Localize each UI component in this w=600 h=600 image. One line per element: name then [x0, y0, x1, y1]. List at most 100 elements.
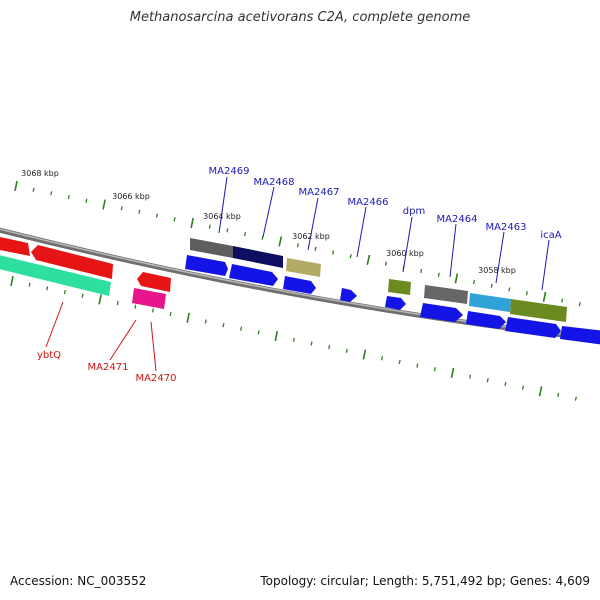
- genome-summary-text: Topology: circular; Length: 5,751,492 bp…: [260, 574, 590, 588]
- minor-tick: [67, 194, 70, 200]
- gene-arrow[interactable]: [466, 311, 506, 329]
- minor-tick: [46, 286, 49, 291]
- minor-tick: [240, 326, 243, 331]
- minor-tick: [81, 293, 84, 298]
- minor-tick: [222, 323, 225, 328]
- gene-label[interactable]: ybtQ: [37, 350, 61, 361]
- gene-arrow[interactable]: [31, 245, 113, 279]
- minor-tick: [243, 231, 247, 237]
- minor-tick: [416, 363, 419, 368]
- accession-text: Accession: NC_003552: [10, 574, 147, 588]
- minor-tick: [314, 246, 317, 251]
- scale-label: 3062 kbp: [292, 232, 330, 241]
- minor-tick: [296, 243, 299, 248]
- minor-tick: [345, 348, 348, 353]
- major-tick: [538, 386, 543, 397]
- major-tick: [278, 236, 283, 247]
- gene-label[interactable]: MA2466: [348, 197, 389, 208]
- major-tick: [362, 349, 367, 360]
- scale-label: 3058 kbp: [478, 266, 516, 275]
- minor-tick: [292, 337, 295, 342]
- gene-arrow[interactable]: [505, 317, 561, 338]
- minor-tick: [508, 287, 511, 292]
- gene-labels-top: MA2469 MA2468 MA2467 MA2466 dpm MA2464 M…: [209, 166, 562, 241]
- minor-tick: [398, 359, 401, 364]
- gene-arrow[interactable]: [420, 303, 463, 322]
- scale-label: 3068 kbp: [21, 169, 59, 178]
- scale-label: 3064 kbp: [203, 212, 241, 221]
- minor-tick: [85, 198, 88, 203]
- gene-bar[interactable]: [424, 285, 468, 304]
- minor-tick: [472, 279, 476, 285]
- minor-tick: [380, 356, 384, 361]
- gene-bar[interactable]: [469, 293, 511, 312]
- minor-tick: [578, 302, 581, 307]
- gene-arrow[interactable]: [560, 326, 600, 345]
- gene-arrow[interactable]: [340, 288, 357, 302]
- gene-label[interactable]: MA2469: [209, 166, 250, 177]
- major-tick: [542, 291, 547, 302]
- gene-bar[interactable]: [190, 238, 233, 258]
- minor-tick: [120, 206, 123, 211]
- gene-bar[interactable]: [132, 288, 166, 309]
- inner-features: [0, 236, 171, 309]
- gene-arrow[interactable]: [185, 255, 228, 276]
- gene-arrow[interactable]: [229, 264, 278, 286]
- gene-arrow[interactable]: [0, 236, 30, 256]
- major-tick: [98, 294, 102, 305]
- major-tick: [454, 273, 459, 284]
- minor-tick: [469, 374, 472, 379]
- minor-tick: [332, 250, 335, 255]
- major-tick: [190, 217, 194, 229]
- minor-tick: [151, 308, 155, 313]
- minor-tick: [328, 345, 331, 350]
- minor-tick: [504, 381, 507, 387]
- gene-label[interactable]: dpm: [403, 206, 425, 217]
- minor-tick: [310, 341, 313, 346]
- gene-label[interactable]: MA2471: [88, 362, 129, 373]
- gene-label[interactable]: icaA: [540, 230, 561, 241]
- minor-tick: [349, 254, 352, 259]
- minor-tick: [134, 304, 137, 309]
- gene-bar[interactable]: [510, 299, 567, 322]
- gene-arrow[interactable]: [283, 276, 316, 294]
- minor-tick: [490, 283, 493, 288]
- gene-labels-bottom: ybtQ MA2471 MA2470: [37, 350, 176, 384]
- minor-tick: [226, 228, 229, 233]
- minor-tick: [208, 224, 211, 229]
- gene-label[interactable]: MA2468: [254, 177, 295, 188]
- minor-tick: [433, 367, 436, 372]
- gene-label[interactable]: MA2467: [299, 187, 340, 198]
- scale-ticks-inner: [10, 275, 577, 401]
- gene-label[interactable]: MA2464: [437, 214, 478, 225]
- minor-tick: [557, 392, 560, 398]
- minor-tick: [155, 213, 158, 218]
- gene-arrow[interactable]: [385, 296, 406, 310]
- gene-bar[interactable]: [233, 246, 283, 268]
- gene-bar[interactable]: [388, 279, 411, 295]
- scale-labels: 3068 kbp 3066 kbp 3064 kbp 3062 kbp 3060…: [21, 169, 516, 275]
- gene-bar[interactable]: [0, 254, 111, 296]
- minor-tick: [486, 378, 489, 383]
- major-tick: [10, 275, 14, 287]
- gene-label[interactable]: MA2470: [136, 373, 177, 384]
- minor-tick: [63, 289, 66, 295]
- minor-tick: [561, 298, 564, 303]
- outer-features: [185, 238, 600, 345]
- major-tick: [274, 331, 279, 342]
- gene-label[interactable]: MA2463: [486, 222, 527, 233]
- minor-tick: [204, 319, 207, 324]
- scale-label: 3060 kbp: [386, 249, 424, 258]
- minor-tick: [521, 385, 525, 390]
- minor-tick: [173, 217, 176, 222]
- minor-tick: [50, 191, 53, 196]
- minor-tick: [138, 209, 141, 214]
- minor-tick: [525, 291, 528, 296]
- gene-bar[interactable]: [286, 258, 321, 277]
- minor-tick: [420, 268, 423, 274]
- minor-tick: [169, 311, 172, 317]
- minor-tick: [116, 300, 119, 306]
- gene-arrow[interactable]: [137, 272, 171, 292]
